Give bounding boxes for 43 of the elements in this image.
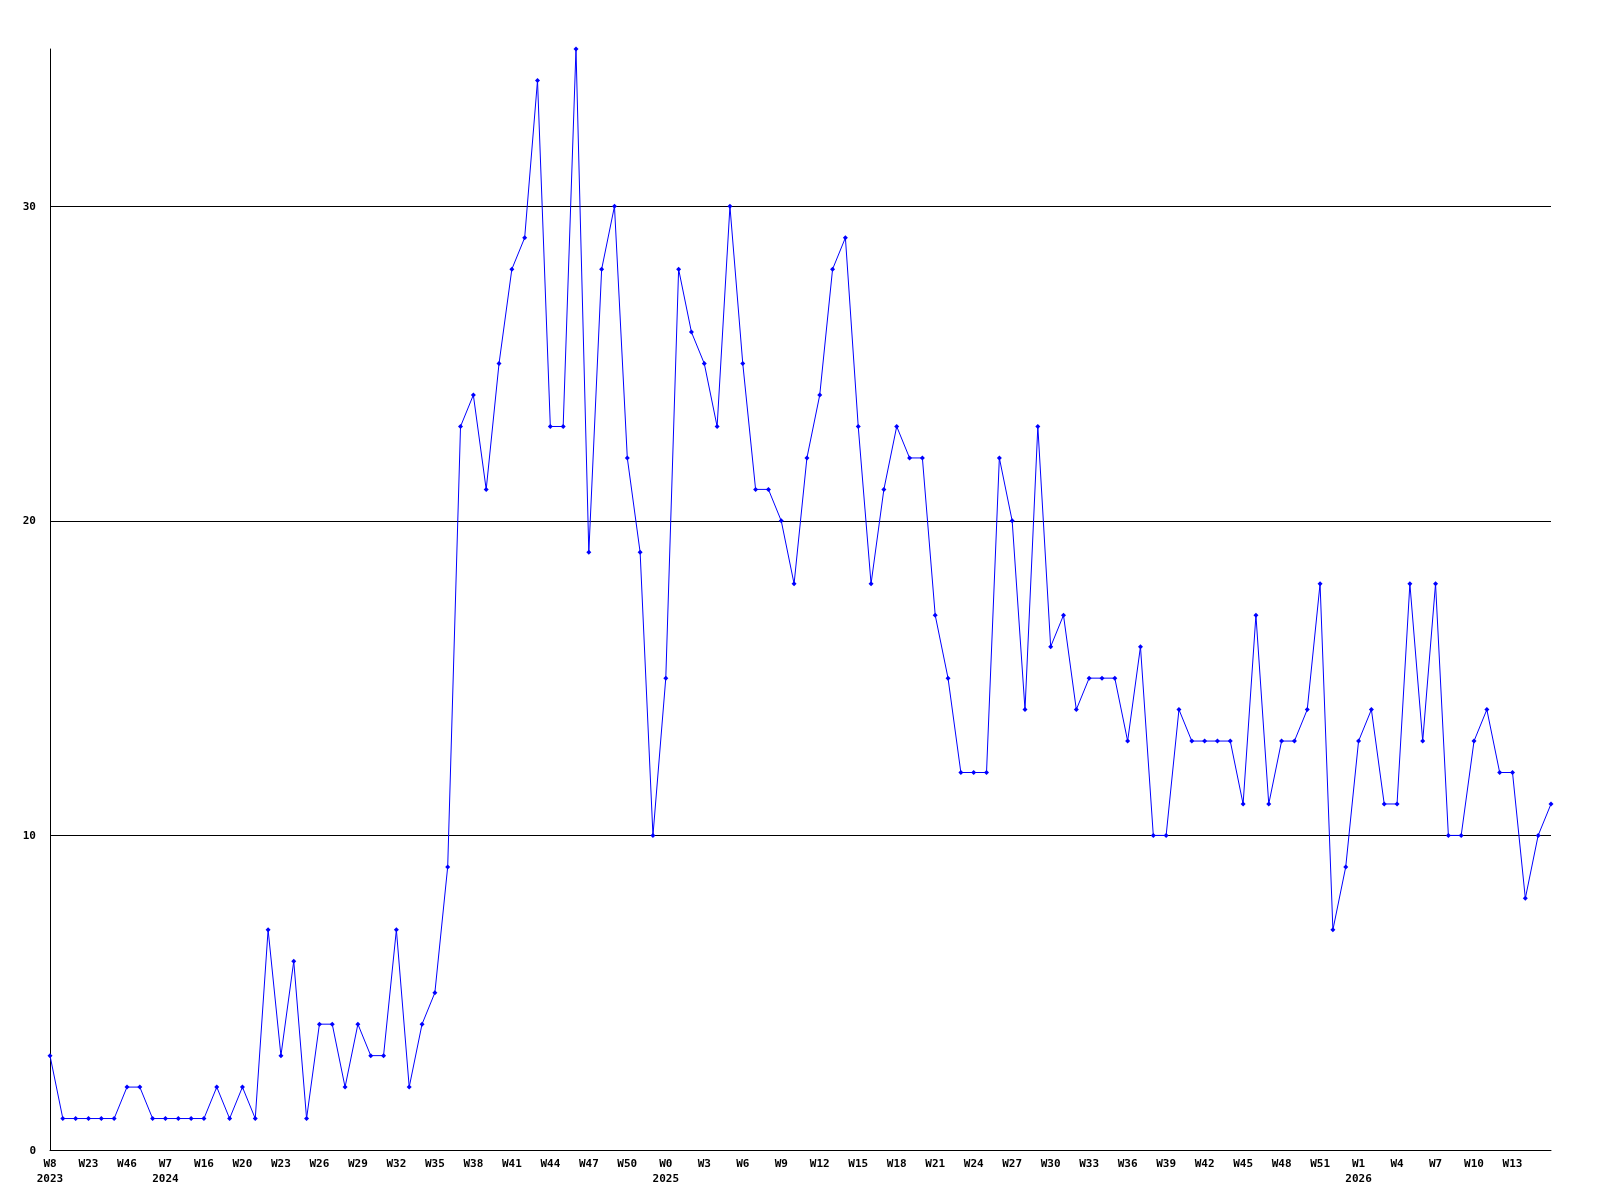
x-tick-label: W24 — [963, 1157, 984, 1170]
x-tick-label: W42 — [1194, 1157, 1215, 1170]
x-tick-label: W21 — [925, 1157, 946, 1170]
x-tick-label: W10 — [1464, 1157, 1484, 1170]
y-tick-label: 20 — [22, 514, 36, 528]
x-tick-label: W50 — [617, 1157, 638, 1170]
x-tick-label: W33 — [1079, 1157, 1100, 1170]
x-tick-label: W29 — [347, 1157, 368, 1170]
x-tick-label: W30 — [1040, 1157, 1061, 1170]
x-tick-label: W48 — [1271, 1157, 1292, 1170]
x-tick-label: W1 2026 — [1345, 1157, 1373, 1185]
x-tick-label: W0 2025 — [652, 1157, 680, 1185]
x-tick-label: W36 — [1117, 1157, 1138, 1170]
x-tick-label: W16 — [194, 1157, 215, 1170]
x-tick-label: W35 — [424, 1157, 445, 1170]
y-tick-label: 0 — [29, 1143, 36, 1157]
x-tick-label: W4 — [1390, 1157, 1405, 1170]
x-tick-label: W32 — [386, 1157, 407, 1170]
x-tick-label: W51 — [1310, 1157, 1331, 1170]
x-tick-label: W7 — [1428, 1157, 1443, 1170]
x-tick-label: W9 — [774, 1157, 788, 1170]
x-tick-label: W3 — [697, 1157, 711, 1170]
x-tick-label: W20 — [232, 1157, 253, 1170]
x-tick-label: W26 — [309, 1157, 330, 1170]
x-tick-label: W12 — [809, 1157, 830, 1170]
x-tick-label: W13 — [1502, 1157, 1523, 1170]
x-tick-label: W39 — [1156, 1157, 1177, 1170]
x-tick-label: W46 — [117, 1157, 138, 1170]
x-tick-label: W27 — [1002, 1157, 1023, 1170]
x-tick-label: W8 2023 — [36, 1157, 64, 1185]
x-tick-label: W23 — [78, 1157, 99, 1170]
x-tick-label: W45 — [1233, 1157, 1254, 1170]
x-tick-label: W6 — [736, 1157, 750, 1170]
y-tick-label: 10 — [22, 828, 36, 842]
x-tick-label: W23 — [270, 1157, 291, 1170]
x-tick-label: W18 — [886, 1157, 907, 1170]
x-tick-label: W47 — [578, 1157, 599, 1170]
x-tick-label: W7 2024 — [152, 1157, 180, 1185]
x-tick-label: W38 — [463, 1157, 484, 1170]
x-tick-label: W41 — [501, 1157, 523, 1170]
x-tick-label: W44 — [540, 1157, 561, 1170]
x-tick-label: W15 — [848, 1157, 869, 1170]
y-tick-label: 30 — [22, 199, 36, 213]
